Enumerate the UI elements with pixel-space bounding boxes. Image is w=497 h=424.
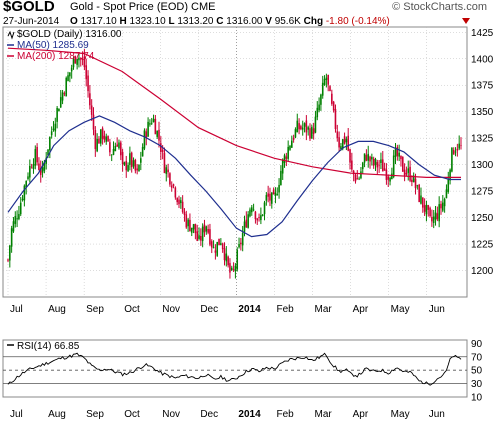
price-axis-tick-1225: 1225 bbox=[471, 240, 494, 251]
price-xaxis-tick-Sep: Sep bbox=[86, 304, 104, 315]
ma200-legend-text: MA(200) 1287.74 bbox=[17, 51, 95, 62]
rsi-xaxis-tick-Feb: Feb bbox=[276, 409, 294, 420]
rsi-xaxis-tick-2014: 2014 bbox=[238, 409, 261, 420]
rsi-panel-frame bbox=[2, 339, 468, 398]
price-axis-tick-1400: 1400 bbox=[471, 54, 494, 65]
rsi-xaxis-tick-Dec: Dec bbox=[200, 409, 218, 420]
ma50-line bbox=[7, 115, 461, 238]
price-xaxis-tick-Mar: Mar bbox=[315, 304, 333, 315]
price-axis-tick-1425: 1425 bbox=[471, 28, 494, 39]
rsi-axis-tick-10: 10 bbox=[471, 393, 483, 404]
price-xaxis-tick-Oct: Oct bbox=[124, 304, 140, 315]
rsi-xaxis-tick-Sep: Sep bbox=[86, 409, 104, 420]
price-xaxis-tick-Jul: Jul bbox=[10, 304, 23, 315]
change-value: -1.80 (-0.14%) bbox=[325, 16, 390, 27]
quote-date: 27-Jun-2014 bbox=[3, 16, 60, 27]
price-axis-tick-1300: 1300 bbox=[471, 160, 494, 171]
down-arrow-icon bbox=[462, 18, 470, 24]
high-label: H bbox=[119, 16, 127, 27]
ma50-legend-text: MA(50) 1285.69 bbox=[17, 40, 89, 51]
rsi-xaxis-tick-Oct: Oct bbox=[124, 409, 140, 420]
close-value: 1316.00 bbox=[226, 16, 263, 27]
ma200-line bbox=[7, 47, 461, 178]
volume-value: 95.6K bbox=[274, 16, 301, 27]
price-xaxis-tick-Dec: Dec bbox=[200, 304, 218, 315]
price-axis-tick-1275: 1275 bbox=[471, 187, 494, 198]
price-xaxis-tick-Apr: Apr bbox=[353, 304, 369, 315]
price-xaxis-tick-2014: 2014 bbox=[238, 304, 261, 315]
close-label: C bbox=[216, 16, 224, 27]
price-axis-tick-1250: 1250 bbox=[471, 213, 494, 224]
symbol-description: Gold - Spot Price (EOD) CME bbox=[70, 1, 216, 13]
price-axis-tick-1325: 1325 bbox=[471, 134, 494, 145]
rsi-xaxis-tick-Nov: Nov bbox=[162, 409, 180, 420]
price-axis-tick-1200: 1200 bbox=[471, 266, 494, 277]
price-xaxis-tick-Aug: Aug bbox=[48, 304, 66, 315]
price-xaxis-tick-May: May bbox=[391, 304, 410, 315]
price-xaxis-tick-Jun: Jun bbox=[429, 304, 445, 315]
rsi-xaxis-tick-Mar: Mar bbox=[315, 409, 333, 420]
price-xaxis-tick-Nov: Nov bbox=[162, 304, 180, 315]
open-value: 1317.10 bbox=[80, 16, 117, 27]
open-label: O bbox=[70, 16, 78, 27]
description-text: Gold - Spot Price (EOD) bbox=[70, 1, 188, 13]
change-label: Chg bbox=[303, 16, 324, 27]
rsi-xaxis-tick-May: May bbox=[391, 409, 410, 420]
price-panel-frame bbox=[2, 26, 468, 298]
price-legend-text: $GOLD (Daily) 1316.00 bbox=[17, 29, 122, 40]
ohlc-readout: O 1317.10 H 1323.10 L 1313.20 C 1316.00 … bbox=[70, 16, 390, 27]
rsi-axis-tick-50: 50 bbox=[471, 366, 483, 377]
price-axis-tick-1350: 1350 bbox=[471, 107, 494, 118]
copyright-link[interactable]: © StockCharts.com bbox=[392, 1, 487, 13]
rsi-xaxis-tick-Jul: Jul bbox=[10, 409, 23, 420]
rsi-line bbox=[7, 352, 462, 386]
price-xaxis-tick-Feb: Feb bbox=[276, 304, 294, 315]
symbol-title: $GOLD bbox=[3, 0, 55, 15]
exchange-text: CME bbox=[191, 1, 216, 13]
low-value: 1313.20 bbox=[177, 16, 214, 27]
high-value: 1323.10 bbox=[129, 16, 166, 27]
volume-label: V bbox=[265, 16, 272, 27]
rsi-axis-tick-30: 30 bbox=[471, 379, 483, 390]
rsi-xaxis-tick-Aug: Aug bbox=[48, 409, 66, 420]
low-label: L bbox=[168, 16, 175, 27]
rsi-xaxis-tick-Jun: Jun bbox=[429, 409, 445, 420]
price-axis-tick-1375: 1375 bbox=[471, 81, 494, 92]
rsi-legend-text: RSI(14) 66.85 bbox=[17, 341, 80, 352]
rsi-xaxis-tick-Apr: Apr bbox=[353, 409, 369, 420]
rsi-axis-tick-70: 70 bbox=[471, 352, 483, 363]
price-legend-icon bbox=[7, 30, 15, 40]
rsi-axis-tick-90: 90 bbox=[471, 339, 483, 350]
